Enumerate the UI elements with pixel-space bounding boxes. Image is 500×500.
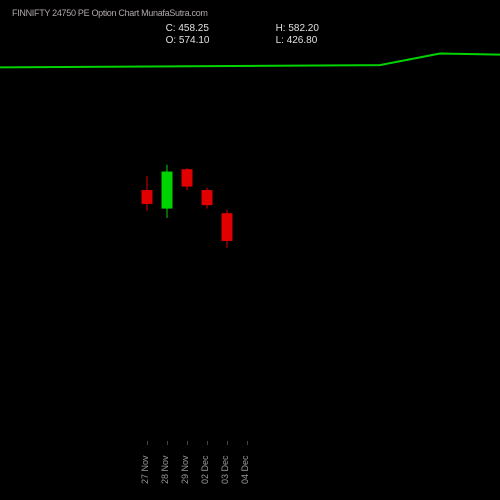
x-tick-label: 27 Nov (140, 455, 150, 484)
x-tick-label: 02 Dec (200, 455, 210, 484)
x-tick-label: 04 Dec (240, 455, 250, 484)
candle-body (162, 172, 173, 209)
x-tick-mark (187, 441, 188, 445)
candlestick-svg (0, 35, 500, 440)
x-tick-label: 03 Dec (220, 455, 230, 484)
x-tick-label: 29 Nov (180, 455, 190, 484)
candle-body (182, 169, 193, 186)
x-tick-mark (227, 441, 228, 445)
candle-body (142, 190, 153, 204)
overlay-line (0, 54, 500, 68)
x-tick-mark (207, 441, 208, 445)
x-tick-mark (147, 441, 148, 445)
x-tick-label: 28 Nov (160, 455, 170, 484)
x-tick-mark (167, 441, 168, 445)
x-tick-mark (247, 441, 248, 445)
x-axis: 27 Nov 28 Nov 29 Nov 02 Dec 03 Dec 04 Dec (0, 440, 500, 500)
chart-plot-area (0, 35, 500, 440)
candle-body (222, 213, 233, 241)
candle-body (202, 190, 213, 205)
